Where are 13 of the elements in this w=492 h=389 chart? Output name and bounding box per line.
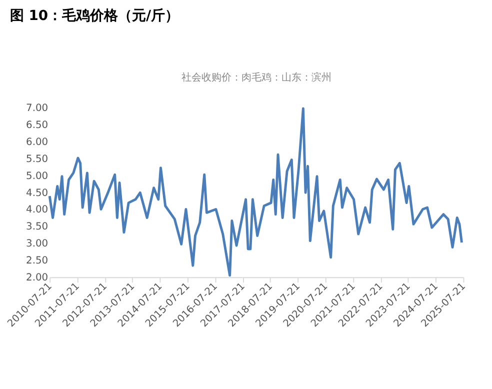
y-tick-label: 6.50 [26, 120, 48, 131]
y-tick-label: 5.50 [26, 154, 48, 165]
y-tick-label: 2.50 [26, 256, 48, 267]
y-tick-label: 6.00 [26, 136, 48, 148]
y-tick-label: 2.00 [26, 272, 48, 284]
y-tick-label: 3.50 [26, 222, 48, 233]
chart-subtitle: 社会收购价：肉毛鸡：山东：滨州 [181, 72, 332, 84]
y-tick-label: 3.00 [26, 238, 48, 250]
y-tick-label: 4.50 [26, 188, 48, 199]
y-tick-label: 4.00 [26, 204, 48, 216]
y-tick-label: 5.00 [26, 170, 48, 182]
y-tick-label: 7.00 [26, 102, 48, 114]
chart-title: 图 10：毛鸡价格（元/斤） [10, 7, 180, 24]
